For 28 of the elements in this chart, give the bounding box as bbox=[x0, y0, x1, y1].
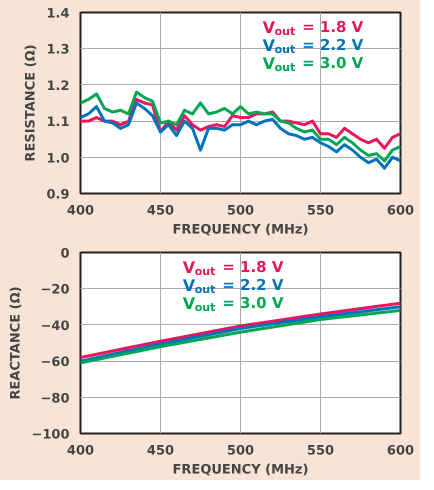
y-tick-label: 1.1 bbox=[46, 115, 70, 130]
x-tick-label: 500 bbox=[226, 204, 254, 218]
x-tick-label: 500 bbox=[226, 444, 254, 458]
x-tick-label: 600 bbox=[386, 204, 414, 218]
y-axis-title: RESISTANCE (Ω) bbox=[23, 44, 38, 162]
y-tick-label: 1.3 bbox=[46, 42, 70, 58]
y-tick-label: 1.2 bbox=[46, 78, 70, 94]
y-tick-label: 0.9 bbox=[46, 188, 70, 202]
x-axis-title: FREQUENCY (MHz) bbox=[172, 462, 308, 478]
x-tick-label: 450 bbox=[146, 444, 174, 458]
y-tick-label: 1.4 bbox=[46, 6, 70, 22]
y-tick-label: −60 bbox=[40, 355, 70, 370]
y-tick-label: −40 bbox=[40, 318, 70, 334]
x-tick-label: 400 bbox=[66, 444, 94, 458]
line-series bbox=[80, 102, 400, 170]
y-tick-label: 1.0 bbox=[46, 151, 70, 166]
x-tick-label: 550 bbox=[306, 204, 334, 218]
x-tick-label: 550 bbox=[306, 444, 334, 458]
y-tick-label: 0 bbox=[60, 246, 70, 262]
y-tick-label: −20 bbox=[40, 282, 70, 298]
line-series bbox=[80, 90, 400, 162]
x-tick-label: 450 bbox=[146, 204, 174, 218]
y-axis-title: REACTANCE (Ω) bbox=[8, 286, 24, 400]
x-axis-title: FREQUENCY (MHz) bbox=[172, 222, 308, 238]
y-tick-label: −100 bbox=[31, 428, 70, 442]
x-tick-label: 400 bbox=[66, 204, 94, 218]
x-tick-label: 600 bbox=[386, 444, 414, 458]
y-tick-label: −80 bbox=[40, 391, 70, 406]
